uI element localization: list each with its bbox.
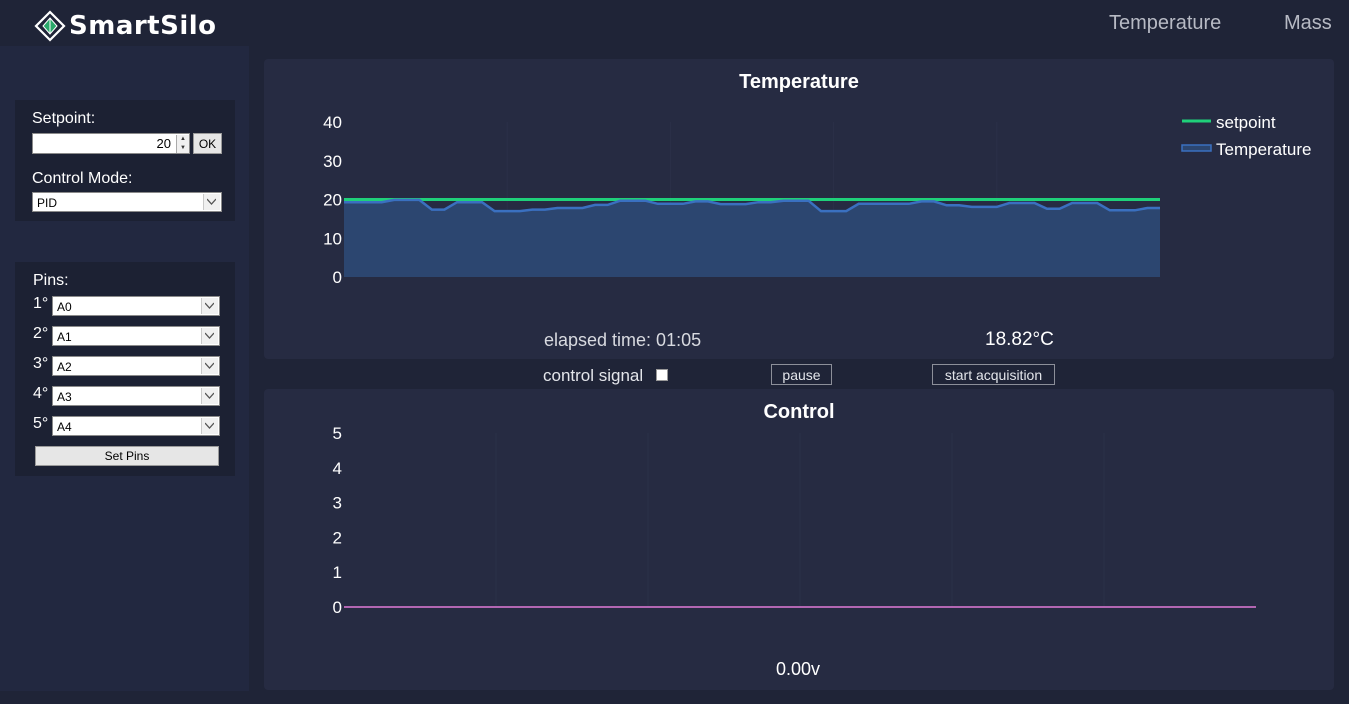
y-tick-label: 4 bbox=[333, 459, 342, 478]
current-temperature: 18.82°C bbox=[985, 329, 1054, 350]
pin-value: A4 bbox=[57, 420, 72, 434]
ok-button[interactable]: OK bbox=[193, 133, 222, 154]
control-chart-title: Control bbox=[763, 401, 835, 423]
logo: SmartSilo bbox=[33, 8, 217, 44]
nav-mass[interactable]: Mass bbox=[1284, 12, 1332, 34]
setpoint-spinner[interactable]: ▲ ▼ bbox=[176, 135, 189, 153]
control-card: Control 0 1 2 3 4 5 0.00v bbox=[264, 389, 1334, 690]
control-chart: 0 1 2 3 4 5 bbox=[333, 424, 1256, 617]
pin-select-2[interactable]: A1 bbox=[52, 326, 220, 346]
temperature-chart-title: Temperature bbox=[739, 71, 859, 93]
y-tick-label: 3 bbox=[333, 494, 342, 513]
setpoint-panel: Setpoint: ▲ ▼ OK Control Mode: PID bbox=[15, 100, 235, 221]
spin-up-icon[interactable]: ▲ bbox=[180, 136, 186, 142]
chevron-down-icon bbox=[201, 358, 218, 374]
pin-number: 5° bbox=[33, 415, 49, 432]
spin-down-icon[interactable]: ▼ bbox=[180, 145, 186, 151]
pins-panel: Pins: 1° A0 2° A1 3° A2 4° A3 5° A4 Set … bbox=[15, 262, 235, 476]
pin-number: 4° bbox=[33, 385, 49, 402]
chevron-down-icon bbox=[201, 328, 218, 344]
temperature-chart: 0 10 20 30 40 setpoint Temperature bbox=[323, 113, 1311, 287]
pin-number: 1° bbox=[33, 295, 49, 312]
start-acquisition-button[interactable]: start acquisition bbox=[932, 364, 1055, 385]
control-signal-label: control signal bbox=[543, 366, 644, 385]
pin-value: A0 bbox=[57, 300, 72, 314]
logo-text: SmartSilo bbox=[69, 11, 217, 41]
pins-label: Pins: bbox=[33, 272, 69, 289]
y-tick-label: 0 bbox=[333, 598, 342, 617]
y-tick-label: 5 bbox=[333, 424, 342, 443]
set-pins-button[interactable]: Set Pins bbox=[35, 446, 219, 466]
legend-swatch-temperature bbox=[1181, 144, 1212, 152]
control-value: 0.00v bbox=[776, 659, 821, 679]
legend-label-setpoint: setpoint bbox=[1216, 113, 1276, 132]
chevron-down-icon bbox=[201, 388, 218, 404]
pin-value: A2 bbox=[57, 360, 72, 374]
elapsed-time: elapsed time: 01:05 bbox=[544, 330, 702, 350]
pin-number: 3° bbox=[33, 355, 49, 372]
y-tick-label: 30 bbox=[323, 152, 342, 171]
chevron-down-icon bbox=[201, 298, 218, 314]
y-tick-label: 10 bbox=[323, 229, 342, 248]
y-tick-label: 1 bbox=[333, 563, 342, 582]
temperature-area bbox=[344, 199, 1160, 277]
legend-label-temperature: Temperature bbox=[1216, 140, 1311, 159]
pin-value: A3 bbox=[57, 390, 72, 404]
temperature-card: Temperature 0 10 20 30 40 setpoint Temperature… bbox=[264, 59, 1334, 359]
pin-select-3[interactable]: A2 bbox=[52, 356, 220, 376]
pin-select-4[interactable]: A3 bbox=[52, 386, 220, 406]
pause-button[interactable]: pause bbox=[771, 364, 832, 385]
setpoint-input[interactable] bbox=[32, 133, 190, 154]
sidebar: Setpoint: ▲ ▼ OK Control Mode: PID Pins:… bbox=[0, 46, 249, 691]
y-tick-label: 2 bbox=[333, 528, 342, 547]
y-tick-label: 0 bbox=[333, 268, 342, 287]
silo-logo-icon bbox=[34, 10, 66, 42]
setpoint-label: Setpoint: bbox=[32, 110, 96, 127]
control-signal-checkbox[interactable] bbox=[656, 369, 668, 381]
control-mode-value: PID bbox=[37, 196, 58, 210]
pin-select-1[interactable]: A0 bbox=[52, 296, 220, 316]
y-tick-label: 40 bbox=[323, 113, 342, 132]
chevron-down-icon bbox=[201, 418, 218, 434]
pin-select-5[interactable]: A4 bbox=[52, 416, 220, 436]
temperature-series-line bbox=[344, 198, 1160, 213]
control-mode-select[interactable]: PID bbox=[32, 192, 222, 212]
chevron-down-icon bbox=[203, 194, 220, 210]
y-tick-label: 20 bbox=[323, 191, 342, 210]
pin-value: A1 bbox=[57, 330, 72, 344]
nav-temperature[interactable]: Temperature bbox=[1109, 12, 1222, 34]
pin-number: 2° bbox=[33, 325, 49, 342]
top-bar: SmartSilo Temperature Mass bbox=[0, 0, 1349, 46]
control-mode-label: Control Mode: bbox=[32, 170, 133, 187]
